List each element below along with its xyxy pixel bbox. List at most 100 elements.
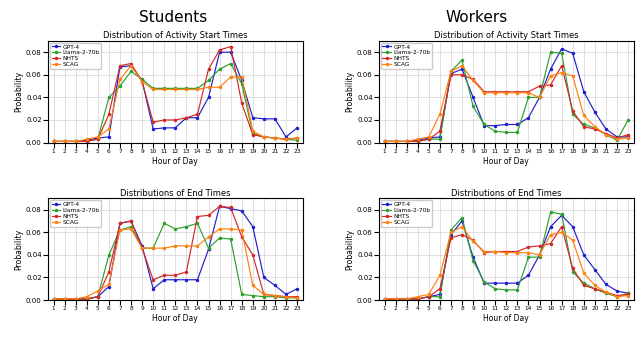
SCAG: [392, 139, 399, 144]
GPT-4: [94, 136, 102, 140]
NHTS: [194, 214, 202, 219]
NHTS: [205, 67, 212, 71]
Llama-2-70b: [249, 294, 257, 298]
Line: Llama-2-70b: Llama-2-70b: [383, 211, 629, 300]
NHTS: [602, 132, 610, 136]
Llama-2-70b: [216, 236, 223, 240]
Llama-2-70b: [127, 69, 135, 73]
NHTS: [513, 90, 521, 94]
NHTS: [591, 127, 598, 131]
SCAG: [238, 228, 246, 232]
NHTS: [72, 139, 79, 144]
Llama-2-70b: [205, 246, 212, 250]
GPT-4: [116, 221, 124, 225]
SCAG: [425, 292, 433, 296]
GPT-4: [580, 253, 588, 257]
SCAG: [547, 74, 554, 78]
Llama-2-70b: [161, 221, 168, 225]
Llama-2-70b: [216, 67, 223, 71]
NHTS: [172, 273, 179, 277]
SCAG: [480, 250, 488, 254]
Legend: GPT-4, Llama-2-70b, NHTS, SCAG: GPT-4, Llama-2-70b, NHTS, SCAG: [50, 43, 102, 69]
GPT-4: [182, 116, 190, 120]
Llama-2-70b: [624, 118, 632, 122]
GPT-4: [149, 127, 157, 131]
SCAG: [127, 227, 135, 231]
Llama-2-70b: [149, 86, 157, 90]
GPT-4: [536, 253, 543, 257]
GPT-4: [182, 278, 190, 282]
Llama-2-70b: [282, 296, 290, 300]
NHTS: [127, 219, 135, 223]
Llama-2-70b: [536, 95, 543, 100]
GPT-4: [216, 50, 223, 54]
NHTS: [436, 287, 444, 291]
GPT-4: [403, 139, 410, 144]
Line: GPT-4: GPT-4: [383, 48, 629, 143]
Llama-2-70b: [227, 237, 234, 241]
SCAG: [436, 112, 444, 116]
SCAG: [238, 75, 246, 79]
GPT-4: [260, 117, 268, 121]
GPT-4: [293, 287, 301, 291]
GPT-4: [161, 278, 168, 282]
Llama-2-70b: [602, 291, 610, 295]
SCAG: [249, 129, 257, 133]
Llama-2-70b: [105, 253, 113, 257]
Llama-2-70b: [94, 295, 102, 299]
Llama-2-70b: [161, 86, 168, 90]
NHTS: [392, 297, 399, 301]
GPT-4: [94, 295, 102, 299]
Llama-2-70b: [83, 297, 91, 301]
Llama-2-70b: [403, 139, 410, 144]
NHTS: [458, 233, 466, 237]
Llama-2-70b: [469, 104, 477, 108]
GPT-4: [161, 126, 168, 130]
Line: SCAG: SCAG: [383, 226, 629, 300]
GPT-4: [525, 116, 532, 120]
GPT-4: [172, 126, 179, 130]
NHTS: [414, 139, 422, 144]
NHTS: [525, 90, 532, 94]
Llama-2-70b: [182, 86, 190, 90]
SCAG: [403, 297, 410, 301]
NHTS: [569, 266, 577, 270]
NHTS: [414, 297, 422, 301]
NHTS: [238, 101, 246, 105]
Llama-2-70b: [61, 139, 68, 144]
GPT-4: [591, 268, 598, 272]
Line: GPT-4: GPT-4: [383, 214, 629, 300]
Llama-2-70b: [138, 246, 146, 250]
Line: GPT-4: GPT-4: [52, 205, 298, 300]
Llama-2-70b: [61, 297, 68, 301]
GPT-4: [238, 78, 246, 83]
SCAG: [172, 87, 179, 91]
Llama-2-70b: [172, 227, 179, 231]
Llama-2-70b: [525, 95, 532, 100]
Line: SCAG: SCAG: [52, 228, 298, 300]
SCAG: [293, 296, 301, 300]
GPT-4: [580, 90, 588, 94]
Llama-2-70b: [558, 51, 566, 55]
GPT-4: [513, 281, 521, 285]
GPT-4: [216, 204, 223, 208]
NHTS: [580, 125, 588, 129]
SCAG: [83, 137, 91, 141]
NHTS: [282, 295, 290, 299]
NHTS: [624, 133, 632, 137]
NHTS: [502, 90, 510, 94]
Y-axis label: Probability: Probability: [14, 229, 23, 270]
SCAG: [194, 244, 202, 248]
Y-axis label: Probability: Probability: [345, 71, 354, 112]
GPT-4: [227, 207, 234, 211]
SCAG: [172, 244, 179, 248]
GPT-4: [602, 127, 610, 131]
SCAG: [227, 227, 234, 231]
Llama-2-70b: [591, 126, 598, 130]
Llama-2-70b: [50, 297, 58, 301]
Llama-2-70b: [149, 246, 157, 250]
GPT-4: [547, 67, 554, 71]
SCAG: [83, 295, 91, 299]
GPT-4: [149, 287, 157, 291]
Llama-2-70b: [293, 138, 301, 142]
